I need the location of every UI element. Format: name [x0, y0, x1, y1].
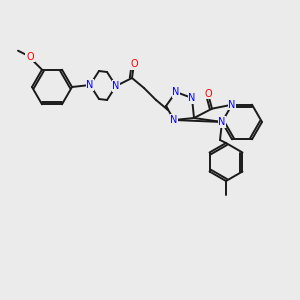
Text: O: O: [204, 89, 212, 99]
Text: N: N: [170, 115, 178, 125]
Text: O: O: [130, 59, 138, 69]
Text: N: N: [218, 117, 226, 127]
Text: N: N: [228, 100, 236, 110]
Text: N: N: [188, 93, 196, 103]
Text: N: N: [86, 80, 94, 90]
Text: N: N: [112, 81, 120, 91]
Text: O: O: [26, 52, 34, 62]
Text: N: N: [172, 87, 180, 97]
